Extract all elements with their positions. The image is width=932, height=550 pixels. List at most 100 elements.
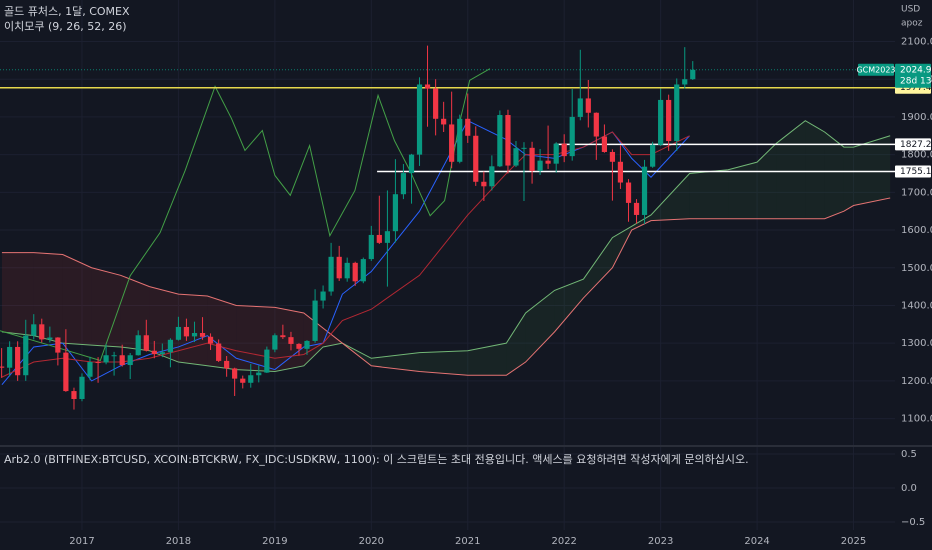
y-tick-label: 2100.0 <box>901 36 932 47</box>
level-label: 1977.4 <box>900 83 932 93</box>
candle-body <box>545 160 551 164</box>
candle-body <box>0 366 5 368</box>
currency: USD <box>901 5 920 15</box>
candle-body <box>95 362 101 364</box>
y-tick-label: 1700.0 <box>901 187 932 198</box>
candle-body <box>609 151 616 162</box>
lower-pane-text: Arb2.0 (BITFINEX:BTCUSD, XCOIN:BTCKRW, F… <box>4 452 749 466</box>
candle-body <box>513 148 519 166</box>
y-tick-label: 1500.0 <box>901 263 932 274</box>
candle-body <box>368 234 374 260</box>
cloud-fill <box>650 173 690 221</box>
candle-body <box>280 335 286 338</box>
y-tick-label: 1900.0 <box>901 112 932 123</box>
last-price-label: 2024.9 <box>900 65 932 75</box>
x-tick-label: 2017 <box>69 536 94 547</box>
candle-body <box>384 231 391 243</box>
candle-body <box>304 340 310 349</box>
candle-body <box>135 335 141 356</box>
cloud-fill <box>554 279 584 332</box>
chart-title: 골드 퓨처스, 1달, COMEX <box>4 5 130 18</box>
candle-body <box>449 124 455 162</box>
candle-body <box>167 339 174 353</box>
level-label: 1827.2 <box>900 140 932 150</box>
cloud-fill <box>1 252 34 336</box>
candle-body <box>408 154 415 174</box>
candle-body <box>127 355 133 366</box>
cloud-fill <box>419 350 468 376</box>
candle-body <box>296 343 302 349</box>
candle-body <box>505 115 511 166</box>
candle-body <box>593 112 599 137</box>
candle-body <box>666 99 672 142</box>
y-tick-label: 1800.0 <box>901 150 932 161</box>
cloud-fill <box>323 328 343 347</box>
indicator-line <box>0 68 491 362</box>
candle-body <box>328 256 334 292</box>
symbol-tag <box>858 63 894 76</box>
candle-body <box>658 99 664 145</box>
candle-body <box>23 335 29 376</box>
cloud-fill <box>120 275 150 351</box>
last-price-tag <box>895 63 931 88</box>
candle-body <box>288 337 294 344</box>
candle-body <box>424 84 431 89</box>
cloud-fill <box>824 131 844 219</box>
candle-body <box>625 182 632 203</box>
candle-body <box>617 161 624 183</box>
cloud-fill <box>62 254 92 346</box>
cloud-fill <box>207 296 237 370</box>
candle-body <box>561 143 567 157</box>
candle-body <box>473 135 479 182</box>
cloud-fill <box>776 120 806 219</box>
candle-body <box>63 352 69 392</box>
candle-body <box>336 256 342 279</box>
candle-body <box>71 391 77 399</box>
candle-body <box>497 115 503 167</box>
x-tick-label: 2018 <box>166 536 191 547</box>
x-tick-label: 2022 <box>551 536 576 547</box>
countdown-label: 28d 13h <box>900 76 932 86</box>
candle-body <box>207 336 214 344</box>
candle-body <box>79 376 85 399</box>
candle-body <box>344 262 350 279</box>
candle-body <box>216 343 222 361</box>
candle-body <box>360 259 366 282</box>
candle-body <box>143 335 149 351</box>
cloud-fill <box>178 294 208 366</box>
candle-body <box>31 324 37 336</box>
cloud-fill <box>33 252 63 344</box>
candle-body <box>224 360 230 369</box>
y-tick-label: 1300.0 <box>901 338 932 349</box>
candle-body <box>264 349 270 373</box>
x-tick-label: 2024 <box>744 536 769 547</box>
candle-body <box>465 118 471 136</box>
x-tick-label: 2023 <box>648 536 673 547</box>
candle-body <box>682 79 688 85</box>
candle-body <box>392 194 399 232</box>
x-tick-label: 2020 <box>359 536 384 547</box>
cloud-fill <box>853 135 891 206</box>
span-b-line <box>1 197 891 376</box>
candle-body <box>441 118 447 125</box>
cloud-fill <box>805 120 825 219</box>
candle-body <box>199 332 206 337</box>
candle-body <box>119 355 125 366</box>
candle-body <box>537 160 543 171</box>
candle-body <box>240 378 246 383</box>
candle-body <box>232 368 238 379</box>
candle-body <box>55 337 61 353</box>
plot <box>0 45 895 410</box>
x-tick-label: 2021 <box>455 536 480 547</box>
cloud-fill <box>843 147 854 212</box>
candle-body <box>577 98 583 117</box>
candle-body <box>553 143 559 164</box>
candle-body <box>376 234 382 243</box>
candle-body <box>175 326 182 340</box>
candle-body <box>433 88 439 119</box>
cloud-fill <box>631 214 651 231</box>
candle-body <box>87 362 93 377</box>
candle-body <box>352 262 358 282</box>
y-tick-label: 1400.0 <box>901 300 932 311</box>
